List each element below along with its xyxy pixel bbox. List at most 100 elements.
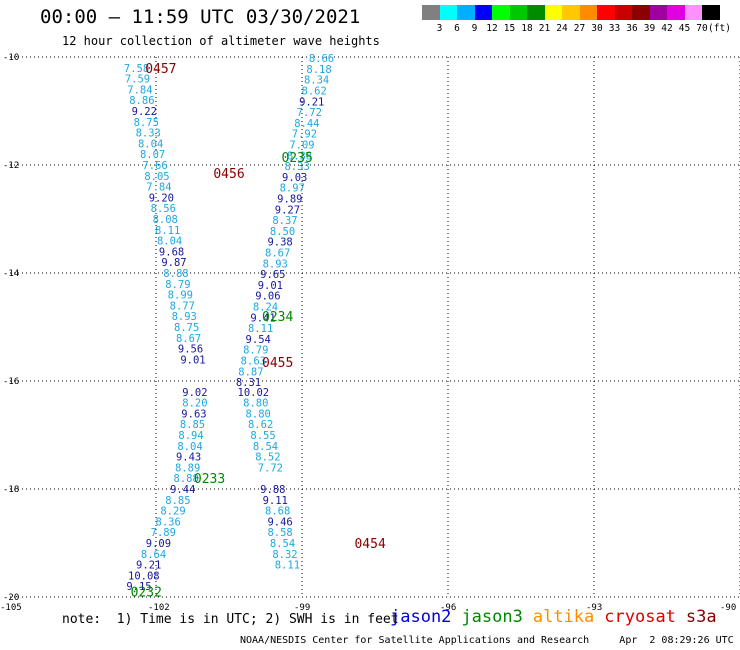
colorbar-label: 36 <box>626 23 638 34</box>
swh-label: 8.62 <box>248 419 273 431</box>
y-tick-label: -14 <box>3 269 19 279</box>
swh-label: 9.22 <box>132 106 157 118</box>
swh-label: 10.02 <box>238 387 270 399</box>
colorbar-label: 45 <box>678 23 691 34</box>
swh-label: 9.11 <box>263 495 288 507</box>
swh-label: 8.68 <box>265 506 290 518</box>
swh-label: 8.08 <box>153 214 178 226</box>
swh-label: 8.11 <box>275 560 300 572</box>
swh-label: 8.20 <box>182 398 207 410</box>
y-tick-label: -16 <box>3 377 19 387</box>
legend-item: jason3 <box>461 607 523 627</box>
swh-label: 9.21 <box>299 96 324 108</box>
colorbar-swatch <box>422 5 440 20</box>
swh-label: 9.09 <box>146 538 171 550</box>
swh-label: 8.24 <box>253 301 278 313</box>
swh-label: 8.05 <box>144 171 169 183</box>
swh-label: 8.54 <box>253 441 278 453</box>
swh-label: 9.01 <box>258 280 283 292</box>
swh-label: 9.20 <box>149 192 174 204</box>
swh-label: 8.80 <box>246 408 271 420</box>
swh-label: 8.79 <box>243 345 268 357</box>
swh-label: 9.89 <box>277 193 302 205</box>
swh-label: 8.04 <box>138 138 163 150</box>
swh-label: 7.72 <box>297 107 322 119</box>
pass-number-label: 0232 <box>131 586 162 601</box>
colorbar-label: 42 <box>661 23 673 34</box>
colorbar-label: (ft) <box>708 23 731 34</box>
swh-label: 9.03 <box>282 172 307 184</box>
tick-label-layer: -10 -12 -14 -16 -18 -20-105 -102 -99 -96 -93 -90 <box>0 53 736 613</box>
swh-label: 7.84 <box>127 84 152 96</box>
swh-label: 8.88 <box>174 473 199 485</box>
swh-label: 8.52 <box>255 452 280 464</box>
colorbar-swatch <box>492 5 510 20</box>
swh-label: 8.55 <box>250 430 275 442</box>
swh-label: 9.68 <box>159 246 184 258</box>
swh-label: 9.41 <box>250 312 275 324</box>
colorbar-swatch <box>562 5 580 20</box>
colorbar-swatch <box>509 5 527 20</box>
swh-label: 8.54 <box>270 538 295 550</box>
swh-label: 8.99 <box>168 290 193 302</box>
x-tick-label: -99 <box>294 603 310 613</box>
swh-label: 8.75 <box>174 322 199 334</box>
swh-label: 9.43 <box>176 452 201 464</box>
colorbar-swatch <box>597 5 615 20</box>
swh-label: 8.44 <box>294 118 319 130</box>
colorbar-labels: 3 6 9 12 15 18 21 24 27 30 33 36 39 42 45 70 (ft) <box>422 23 737 35</box>
colorbar-label: 27 <box>573 23 586 34</box>
swh-label: 8.58 <box>267 527 292 539</box>
swh-label: 8.04 <box>157 236 182 248</box>
colorbar-label: 24 <box>556 23 568 34</box>
chart-subtitle: 12 hour collection of altimeter wave hei… <box>62 34 380 48</box>
swh-label: 8.56 <box>151 203 176 215</box>
legend-item: jason2 <box>390 607 452 627</box>
swh-label: 9.06 <box>255 291 280 303</box>
swh-label: 8.63 <box>241 355 266 367</box>
swh-label: 7.59 <box>125 74 150 86</box>
swh-label: 8.75 <box>134 117 159 129</box>
swh-label: 8.11 <box>248 323 273 335</box>
colorbar-swatch <box>632 5 650 20</box>
swh-label: 8.66 <box>309 53 334 65</box>
swh-label: 9.44 <box>170 484 195 496</box>
colorbar-label: 9 <box>471 23 478 34</box>
colorbar-swatch <box>457 5 475 20</box>
colorbar-label: 15 <box>503 23 516 34</box>
grid-layer <box>10 56 740 598</box>
swh-label: 9.02 <box>182 387 207 399</box>
swh-label: 7.58 <box>124 63 149 75</box>
swh-label: 8.97 <box>280 183 305 195</box>
colorbar-swatch <box>649 5 667 20</box>
colorbar-swatch <box>439 5 457 20</box>
swh-label: 8.79 <box>165 279 190 291</box>
colorbar-label: 6 <box>454 23 460 34</box>
swh-label: 8.85 <box>180 419 205 431</box>
colorbar-label: 70 <box>696 23 708 34</box>
footer-credit: NOAA/NESDIS Center for Satellite Applica… <box>240 635 740 646</box>
swh-label: 8.33 <box>284 161 309 173</box>
swh-label: 9.54 <box>246 334 271 346</box>
legend-item: altika <box>532 607 595 627</box>
swh-label: 8.31 <box>236 377 261 389</box>
swh-label: 9.63 <box>181 408 206 420</box>
swh-label: 8.85 <box>165 495 190 507</box>
swh-label: 10.08 <box>128 570 160 582</box>
legend-item: s3a <box>685 607 717 627</box>
legend-item: cryosat <box>604 607 676 627</box>
swh-label: 8.67 <box>265 247 290 259</box>
satellite-legend: jason2 jason3 altika cryosat s3a <box>390 607 727 627</box>
swh-label: 8.87 <box>238 366 263 378</box>
pass-number-label: 0456 <box>213 167 244 182</box>
swh-label: 8.62 <box>302 85 327 97</box>
swh-label: 7.84 <box>146 182 171 194</box>
swh-label: 8.93 <box>263 258 288 270</box>
swh-label: 8.64 <box>141 549 166 561</box>
swh-label: 8.11 <box>155 225 180 237</box>
y-tick-label: -12 <box>3 161 19 171</box>
swh-label: 7.66 <box>142 160 167 172</box>
x-tick-label: -93 <box>586 603 602 613</box>
chart-title: 00:00 – 11:59 UTC 03/30/2021 <box>40 6 361 28</box>
swh-label: 8.04 <box>177 441 202 453</box>
